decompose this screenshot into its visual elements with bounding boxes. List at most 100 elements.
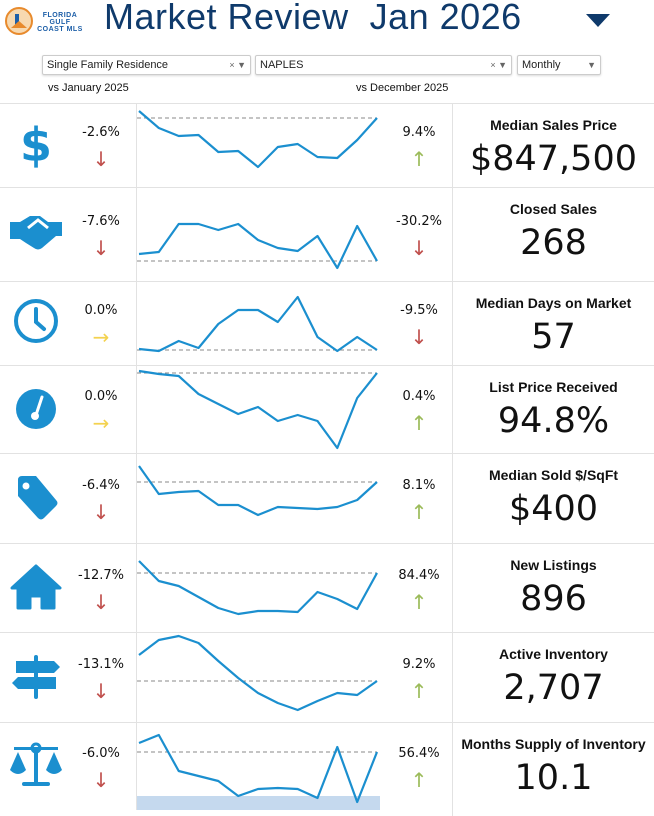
mom-arrow-up-icon: ↑: [410, 589, 428, 614]
clear-and-chevron-icon[interactable]: × ▼: [490, 60, 507, 70]
mom-change: 84.4%: [398, 567, 440, 583]
mom-arrow-up-icon: ↑: [410, 500, 428, 524]
mom-arrow-down-icon: ↓: [410, 325, 428, 349]
clock-icon: [14, 299, 58, 343]
mom-arrow-up-icon: ↑: [410, 411, 428, 435]
svg-text:$: $: [20, 118, 52, 172]
metric-value: 2,707: [503, 668, 604, 708]
metric-label: Median Sales Price: [490, 117, 617, 133]
trend-line: [138, 369, 378, 450]
yoy-arrow-down-icon: ↓: [92, 236, 110, 260]
yoy-arrow-down-icon: ↓: [92, 147, 110, 171]
yoy-change: -13.1%: [78, 657, 124, 672]
metric-value: 10.1: [514, 758, 593, 798]
period-value: Monthly: [522, 59, 561, 71]
metric-value: 896: [520, 579, 587, 619]
row-divider: [0, 103, 654, 104]
trend-line: [138, 465, 378, 517]
florida-gulf-coast-mls-logo: FLORIDA GULF COAST MLS: [4, 6, 83, 35]
metric-value: 94.8%: [497, 401, 610, 441]
metric-label: Median Days on Market: [475, 295, 632, 311]
metric-row: -6.0% ↓ 56.4% ↑ Months Supply of Inventory 10…: [0, 722, 654, 810]
mom-change: 0.4%: [402, 389, 436, 404]
trend-sparkline: [137, 295, 378, 353]
yoy-compare-label: vs January 2025: [48, 82, 129, 94]
mom-change: -9.5%: [400, 303, 438, 318]
trend-line: [138, 733, 379, 804]
yoy-arrow-flat-icon: →: [92, 325, 110, 349]
metric-row: -6.4% ↓ 8.1% ↑ Median Sold $/SqFt $400: [0, 453, 654, 543]
mom-change: 8.1%: [402, 478, 436, 493]
yoy-arrow-down-icon: ↓: [92, 679, 110, 703]
mom-change: 9.2%: [402, 657, 436, 672]
metric-label: Months Supply of Inventory: [461, 736, 646, 752]
row-divider: [0, 187, 654, 188]
trend-line: [138, 560, 378, 616]
metric-label: List Price Received: [489, 379, 618, 395]
column-divider: [452, 103, 453, 816]
price-tag-icon: [18, 476, 58, 520]
period-select[interactable]: Monthly ▼: [517, 55, 601, 75]
range-band: [137, 796, 380, 810]
handshake-icon: [10, 216, 62, 250]
yoy-change: -12.7%: [78, 567, 124, 583]
row-divider: [0, 281, 654, 282]
metric-label: Active Inventory: [499, 646, 608, 662]
trend-sparkline: [137, 222, 378, 270]
trend-line: [138, 222, 378, 270]
metric-row: -13.1% ↓ 9.2% ↑ Active Inventory 2,707: [0, 632, 654, 722]
metric-value: $847,500: [469, 139, 637, 179]
scales-icon: [10, 742, 62, 786]
logo-text: FLORIDA GULF COAST MLS: [37, 12, 83, 33]
area-value: NAPLES: [260, 59, 304, 71]
yoy-arrow-down-icon: ↓: [92, 768, 110, 792]
property-type-select[interactable]: Single Family Residence × ▼: [42, 55, 251, 75]
yoy-change: 0.0%: [84, 389, 118, 404]
logo-emblem-icon: [5, 7, 33, 35]
yoy-arrow-down-icon: ↓: [92, 589, 110, 614]
metric-value: 268: [520, 223, 587, 263]
yoy-change: -2.6%: [82, 125, 120, 140]
row-divider: [0, 453, 654, 454]
metric-row: -7.6% ↓ -30.2% ↓ Closed Sales 268: [0, 187, 654, 281]
trend-sparkline: [137, 110, 378, 169]
metric-row: 0.0% → 0.4% ↑ List Price Received 94.8%: [0, 365, 654, 453]
metric-label: Median Sold $/SqFt: [488, 467, 619, 483]
mom-change: 9.4%: [402, 125, 436, 140]
yoy-change: -7.6%: [82, 214, 120, 229]
trend-sparkline: [137, 369, 378, 450]
row-divider: [0, 632, 654, 633]
yoy-change: -6.4%: [82, 478, 120, 493]
gauge-icon: [16, 389, 56, 429]
trend-line: [138, 634, 378, 712]
dollar-icon: $: [20, 118, 52, 172]
property-type-value: Single Family Residence: [47, 59, 169, 71]
area-select[interactable]: NAPLES × ▼: [255, 55, 512, 75]
chevron-down-icon[interactable]: ▼: [587, 60, 596, 70]
clear-and-chevron-icon[interactable]: × ▼: [229, 60, 246, 70]
trend-line: [138, 110, 378, 169]
mom-arrow-up-icon: ↑: [410, 147, 428, 171]
metric-row: -12.7% ↓ 84.4% ↑ New Listings 896: [0, 543, 654, 632]
mom-change: 56.4%: [398, 746, 440, 761]
trend-sparkline: [137, 560, 378, 616]
yoy-change: 0.0%: [84, 303, 118, 318]
row-divider: [0, 543, 654, 544]
metric-row: 0.0% → -9.5% ↓ Median Days on Market 57: [0, 281, 654, 365]
metric-label: Closed Sales: [509, 201, 598, 217]
mom-arrow-up-icon: ↑: [410, 768, 428, 792]
metric-value: $400: [508, 489, 599, 529]
row-divider: [0, 365, 654, 366]
metric-value: 57: [531, 317, 576, 357]
trend-sparkline: [137, 634, 378, 712]
row-divider: [0, 722, 654, 723]
trend-sparkline: [137, 465, 378, 517]
yoy-arrow-flat-icon: →: [92, 411, 110, 435]
page-title: Market Review Jan 2026: [104, 0, 522, 37]
house-icon: [10, 564, 62, 609]
mom-change: -30.2%: [396, 214, 442, 229]
title-dropdown-toggle[interactable]: [586, 14, 610, 27]
mom-arrow-up-icon: ↑: [410, 679, 428, 703]
yoy-change: -6.0%: [82, 746, 120, 761]
